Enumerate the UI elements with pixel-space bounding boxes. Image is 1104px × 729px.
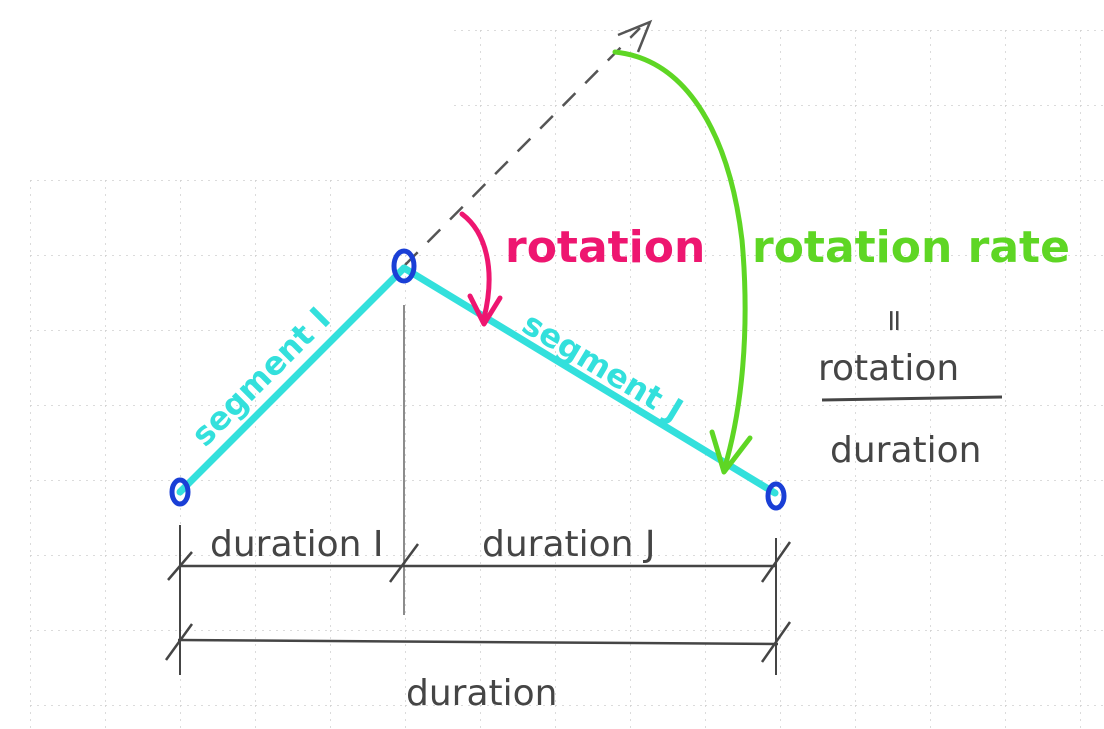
rotation-arc-arrow: [459, 211, 492, 321]
node-end: [765, 481, 787, 511]
rotation-arrowhead: [467, 293, 503, 327]
node-start: [169, 477, 191, 507]
segment-i-extension-dashed: [404, 27, 641, 266]
tick-slash-right-upper: [760, 541, 792, 583]
fraction-denominator: duration: [830, 430, 982, 471]
rotation-label: rotation: [505, 222, 705, 273]
tick-slash-right-lower: [760, 621, 792, 663]
tick-slash-left-upper: [167, 551, 193, 581]
node-middle: [391, 248, 417, 284]
segment-j-line: [400, 264, 779, 497]
segment-i-line: [176, 264, 408, 496]
duration-i-label: duration I: [210, 524, 384, 565]
rotation-rate-label: rotation rate: [752, 222, 1070, 273]
duration-j-label: duration J: [482, 524, 656, 565]
fraction-numerator: rotation: [818, 348, 959, 389]
extension-arrowhead: [617, 19, 653, 53]
fraction-bar: [821, 395, 1003, 402]
duration-total-dimension-line: [177, 638, 779, 646]
grid-background-upper: [450, 30, 1104, 180]
tick-slash-left-lower: [164, 623, 194, 661]
rotation-rate-arrowhead: [709, 429, 753, 475]
grid-background-lower: [30, 180, 1104, 729]
equals-sign: =: [877, 308, 912, 333]
tick-slash-middle-upper: [388, 543, 420, 583]
duration-total-label: duration: [406, 673, 558, 714]
rotation-rate-arc-arrow: [612, 49, 748, 473]
